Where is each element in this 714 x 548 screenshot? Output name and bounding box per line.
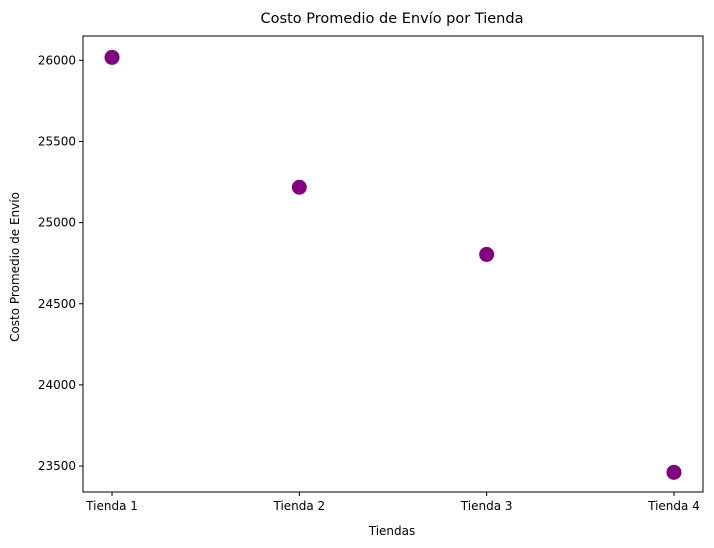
x-axis-label: Tiendas: [368, 524, 416, 538]
data-point: [291, 179, 307, 195]
y-tick-label: 24000: [38, 378, 76, 392]
data-point: [666, 464, 682, 480]
y-tick-label: 25500: [38, 134, 76, 148]
x-tick-label: Tienda 3: [460, 499, 513, 513]
chart-axes: 23500 24000 24500 25000 25500 26000 Tienda 1 Ti…: [38, 35, 704, 513]
plot-frame: [82, 35, 704, 493]
chart-title: Costo Promedio de Envío por Tienda: [261, 11, 524, 27]
data-point: [104, 49, 120, 65]
y-tick-label: 23500: [38, 459, 76, 473]
x-tick-label: Tienda 1: [85, 499, 138, 513]
chart-marks: [104, 49, 682, 480]
y-tick-label: 25000: [38, 216, 76, 230]
data-point: [479, 246, 495, 262]
y-axis-label: Costo Promedio de Envío: [8, 192, 22, 342]
y-tick-label: 24500: [38, 297, 76, 311]
x-tick-label: Tienda 2: [272, 499, 325, 513]
x-tick-label: Tienda 4: [647, 499, 700, 513]
y-tick-label: 26000: [38, 53, 76, 67]
